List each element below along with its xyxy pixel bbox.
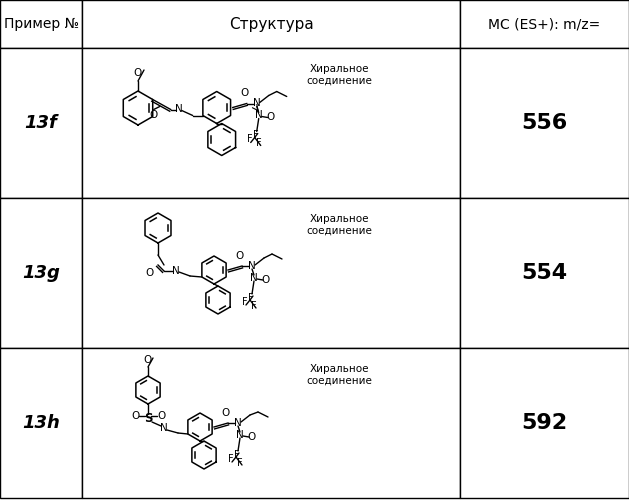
Text: 592: 592 — [521, 413, 567, 433]
Text: 13f: 13f — [25, 114, 57, 132]
Text: F: F — [234, 450, 240, 460]
Text: N: N — [160, 423, 168, 433]
Text: F: F — [237, 458, 243, 468]
Text: МС (ES+): m/z=: МС (ES+): m/z= — [488, 17, 601, 31]
Text: O: O — [157, 411, 165, 421]
Text: O: O — [131, 411, 139, 421]
Bar — [0, 348, 82, 498]
Text: N: N — [255, 110, 262, 120]
Text: O: O — [241, 88, 249, 99]
Text: F: F — [248, 293, 254, 303]
Text: O: O — [222, 408, 230, 418]
Bar — [460, 48, 629, 198]
Text: O: O — [150, 110, 158, 120]
Text: F: F — [247, 134, 252, 144]
Text: N: N — [253, 98, 260, 108]
Text: Пример №: Пример № — [4, 17, 79, 31]
Text: Хиральное
соединение: Хиральное соединение — [306, 364, 372, 386]
Text: N: N — [236, 430, 244, 440]
Text: F: F — [242, 297, 248, 307]
Text: Структура: Структура — [228, 16, 313, 32]
Text: 13h: 13h — [22, 414, 60, 432]
Text: F: F — [253, 130, 259, 140]
Text: N: N — [172, 266, 180, 276]
Bar — [82, 48, 460, 198]
Text: N: N — [248, 261, 256, 271]
Text: Хиральное
соединение: Хиральное соединение — [306, 214, 372, 236]
Bar — [460, 0, 629, 48]
Text: N: N — [234, 418, 242, 428]
Text: N: N — [250, 273, 258, 283]
Text: O: O — [134, 68, 142, 78]
Text: O: O — [262, 275, 270, 285]
Text: O: O — [146, 268, 154, 278]
Text: 554: 554 — [521, 263, 567, 283]
Bar — [460, 348, 629, 498]
Bar — [0, 48, 82, 198]
Bar — [82, 0, 460, 48]
Text: O: O — [248, 432, 256, 442]
Text: O: O — [267, 112, 275, 122]
Text: O: O — [236, 251, 244, 261]
Text: O: O — [144, 355, 152, 365]
Text: S: S — [144, 412, 152, 424]
Text: Хиральное
соединение: Хиральное соединение — [306, 64, 372, 86]
Text: F: F — [256, 138, 262, 148]
Bar — [460, 198, 629, 348]
Text: F: F — [228, 454, 234, 464]
Bar — [82, 198, 460, 348]
Text: N: N — [175, 104, 182, 115]
Text: 556: 556 — [521, 113, 567, 133]
Text: 13g: 13g — [22, 264, 60, 282]
Bar — [0, 198, 82, 348]
Bar — [0, 0, 82, 48]
Text: F: F — [251, 301, 257, 311]
Bar — [82, 348, 460, 498]
